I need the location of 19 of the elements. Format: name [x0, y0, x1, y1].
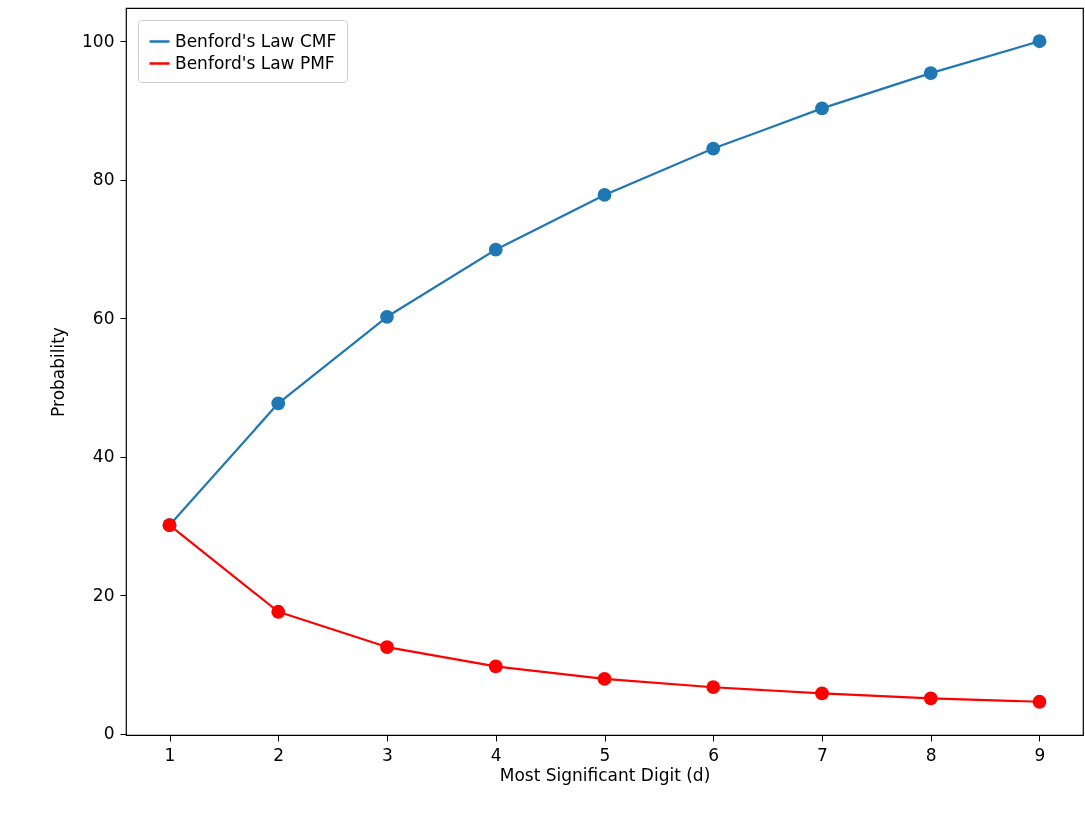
x-tick-label: 9 [1034, 744, 1046, 765]
x-axis-title: Most Significant Digit (d) [499, 764, 711, 785]
y-tick-label: 20 [92, 584, 115, 605]
x-tick-label: 3 [382, 744, 393, 765]
y-axis-title: Probability [48, 327, 69, 417]
x-tick-label: 5 [599, 744, 611, 765]
x-tick-label: 2 [273, 744, 285, 765]
y-tick-label: 60 [92, 307, 115, 328]
y-tick-label: 40 [92, 446, 115, 467]
y-tick-label: 0 [103, 723, 115, 744]
legend-label: Benford's Law PMF [175, 52, 335, 73]
x-tick-label: 4 [490, 744, 502, 765]
x-tick-label: 8 [925, 744, 937, 765]
y-tick-label: 100 [82, 30, 115, 51]
x-tick-label: 6 [708, 744, 720, 765]
legend-label: Benford's Law CMF [175, 30, 337, 51]
x-tick-label: 7 [817, 744, 828, 765]
y-tick-label: 80 [92, 169, 115, 190]
x-tick-label: 1 [164, 744, 176, 765]
